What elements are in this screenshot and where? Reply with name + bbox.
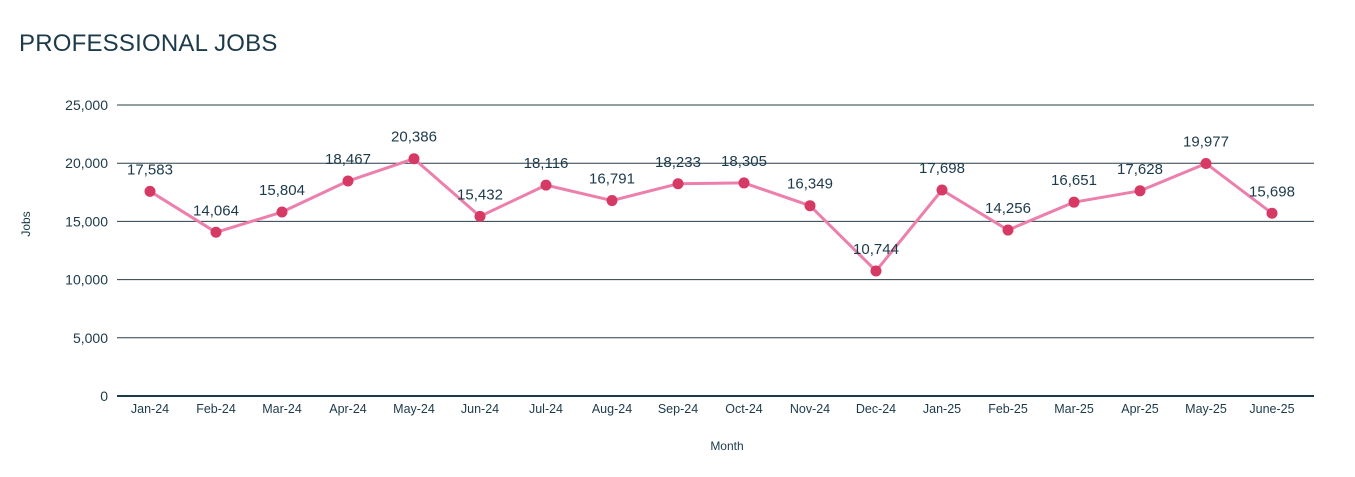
- data-label: 15,804: [259, 182, 305, 199]
- data-point: [474, 210, 486, 222]
- x-tick-label: Jul-24: [529, 402, 563, 416]
- data-label: 18,305: [721, 153, 767, 170]
- data-point: [870, 265, 882, 277]
- data-point: [342, 175, 354, 187]
- data-label: 19,977: [1183, 133, 1229, 150]
- data-label: 18,233: [655, 154, 701, 171]
- y-axis-title: Jobs: [19, 211, 33, 236]
- data-label: 18,116: [524, 155, 569, 172]
- data-label: 14,256: [985, 200, 1031, 217]
- data-label: 20,386: [391, 129, 437, 146]
- data-label: 15,698: [1249, 183, 1295, 200]
- data-point: [1002, 224, 1014, 236]
- data-point: [210, 226, 222, 238]
- data-point: [1200, 157, 1212, 169]
- series-layer: [144, 153, 1278, 277]
- data-point: [936, 184, 948, 196]
- data-point: [1266, 207, 1278, 219]
- x-tick-label: Apr-25: [1121, 402, 1159, 416]
- x-tick-label: May-25: [1185, 402, 1227, 416]
- data-label: 16,651: [1051, 172, 1097, 189]
- data-label: 16,349: [787, 176, 833, 193]
- data-point: [672, 178, 684, 190]
- y-tick-label: 15,000: [65, 213, 108, 229]
- x-tick-label: Jan-24: [131, 402, 169, 416]
- x-tick-label: Nov-24: [790, 402, 830, 416]
- x-tick-label: Oct-24: [725, 402, 763, 416]
- x-tick-label: Jun-24: [461, 402, 499, 416]
- data-point: [276, 206, 288, 218]
- data-label: 16,791: [589, 171, 635, 188]
- x-axis-title: Month: [710, 439, 743, 453]
- y-tick-label: 10,000: [65, 272, 108, 288]
- data-label: 17,583: [127, 161, 173, 178]
- x-tick-label: Mar-25: [1054, 402, 1094, 416]
- data-label: 18,467: [325, 151, 371, 168]
- data-point: [408, 153, 420, 165]
- x-tick-label: Feb-25: [988, 402, 1028, 416]
- data-labels: 17,583 14,064 15,804 18,467 20,386 15,432 18,1…: [127, 129, 1295, 258]
- data-point: [1134, 185, 1146, 197]
- y-tick-label: 20,000: [65, 155, 108, 171]
- data-point: [606, 195, 618, 207]
- x-axis-ticks: Jan-24 Feb-24 Mar-24 Apr-24 May-24 Jun-24 Jul-…: [131, 402, 1295, 416]
- data-point: [540, 179, 552, 191]
- x-tick-label: Aug-24: [592, 402, 632, 416]
- data-point: [1068, 196, 1080, 208]
- x-tick-label: Dec-24: [856, 402, 896, 416]
- data-label: 17,628: [1117, 161, 1163, 178]
- data-point: [804, 200, 816, 212]
- y-tick-label: 25,000: [65, 97, 108, 113]
- x-tick-label: June-25: [1249, 402, 1294, 416]
- data-label: 15,432: [457, 186, 503, 203]
- y-tick-label: 5,000: [73, 330, 108, 346]
- chart-title: PROFESSIONAL JOBS: [19, 30, 278, 57]
- x-tick-label: Apr-24: [329, 402, 367, 416]
- x-tick-label: Mar-24: [262, 402, 302, 416]
- x-tick-label: Feb-24: [196, 402, 236, 416]
- data-point: [738, 177, 750, 189]
- data-label: 14,064: [193, 202, 239, 219]
- data-point: [144, 185, 156, 197]
- x-tick-label: May-24: [393, 402, 435, 416]
- x-tick-label: Jan-25: [923, 402, 961, 416]
- x-tick-label: Sep-24: [658, 402, 698, 416]
- y-axis-ticks: 0 5,000 10,000 15,000 20,000 25,000: [65, 97, 108, 404]
- data-label: 10,744: [853, 241, 899, 258]
- y-tick-label: 0: [100, 388, 108, 404]
- data-label: 17,698: [919, 160, 965, 177]
- series-line: [149, 157, 1273, 273]
- gridlines: [117, 104, 1314, 397]
